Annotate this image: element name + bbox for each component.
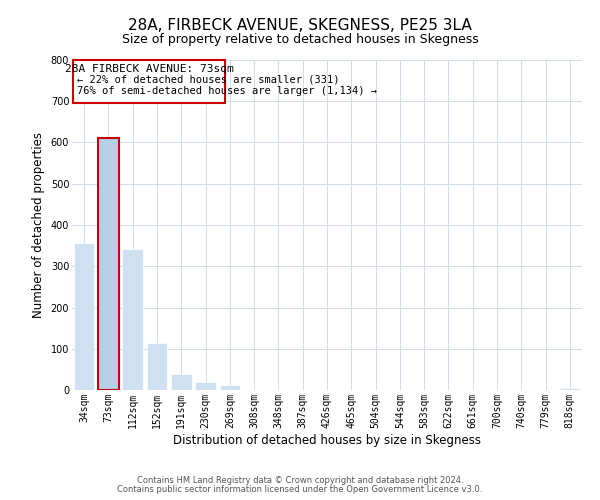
Text: Contains HM Land Registry data © Crown copyright and database right 2024.: Contains HM Land Registry data © Crown c… <box>137 476 463 485</box>
Bar <box>195 382 216 390</box>
Bar <box>98 138 119 390</box>
Text: ← 22% of detached houses are smaller (331): ← 22% of detached houses are smaller (33… <box>77 75 340 85</box>
Bar <box>220 384 240 390</box>
Y-axis label: Number of detached properties: Number of detached properties <box>32 132 45 318</box>
X-axis label: Distribution of detached houses by size in Skegness: Distribution of detached houses by size … <box>173 434 481 446</box>
Bar <box>146 344 167 390</box>
Bar <box>171 374 191 390</box>
Text: Size of property relative to detached houses in Skegness: Size of property relative to detached ho… <box>122 32 478 46</box>
Text: 28A, FIRBECK AVENUE, SKEGNESS, PE25 3LA: 28A, FIRBECK AVENUE, SKEGNESS, PE25 3LA <box>128 18 472 32</box>
Text: Contains public sector information licensed under the Open Government Licence v3: Contains public sector information licen… <box>118 485 482 494</box>
Bar <box>560 388 580 390</box>
Text: 28A FIRBECK AVENUE: 73sqm: 28A FIRBECK AVENUE: 73sqm <box>65 64 233 74</box>
Text: 76% of semi-detached houses are larger (1,134) →: 76% of semi-detached houses are larger (… <box>77 86 377 96</box>
FancyBboxPatch shape <box>73 60 225 104</box>
Bar <box>74 242 94 390</box>
Bar <box>122 248 143 390</box>
